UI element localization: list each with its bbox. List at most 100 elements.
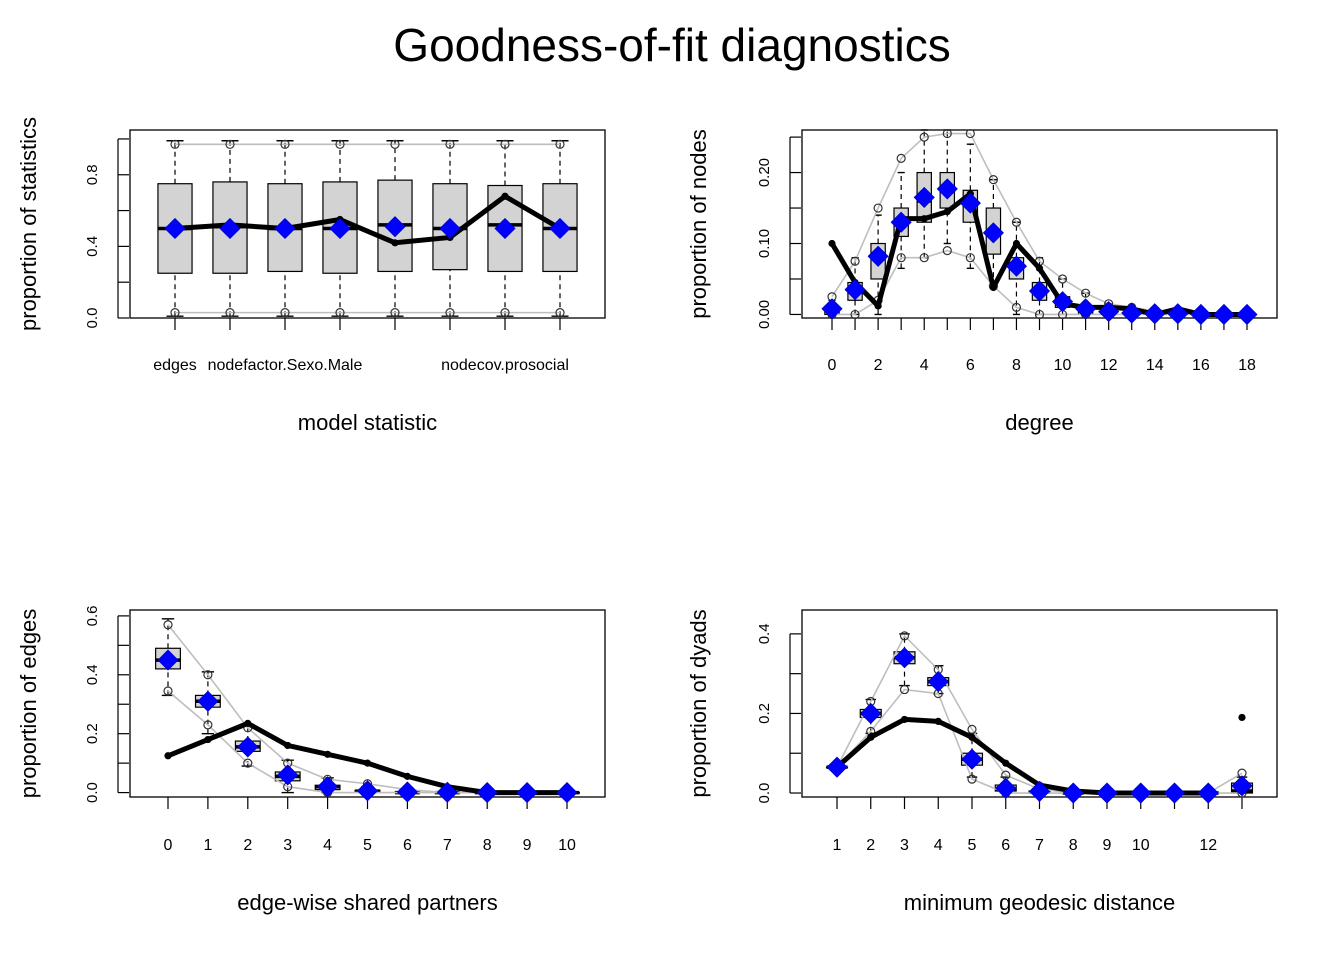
x-tick-label: 12	[1100, 357, 1118, 374]
observed-point	[164, 752, 172, 760]
simulated-mean-marker	[1231, 775, 1253, 797]
band-point	[919, 253, 929, 263]
x-tick-label: 5	[363, 837, 372, 854]
band-point	[919, 132, 929, 142]
y-tick-label: 0.0	[756, 783, 773, 804]
y-tick-label: 0.10	[756, 229, 773, 258]
observed-point	[244, 719, 252, 727]
simulated-mean-marker	[821, 298, 843, 320]
x-tick-label: 10	[558, 837, 576, 854]
x-tick-label: edges	[153, 357, 197, 374]
simulated-mean-marker	[356, 780, 379, 802]
simulated-mean-marker	[317, 776, 339, 798]
x-tick-label: 8	[1069, 837, 1078, 854]
observed-line	[174, 193, 562, 246]
simulated-mean-marker	[936, 178, 958, 200]
simulated-mean-marker	[1028, 280, 1051, 302]
simulated-mean-marker	[927, 671, 949, 693]
x-tick-label: 6	[403, 837, 412, 854]
band-point	[896, 153, 906, 163]
band-point	[965, 128, 975, 139]
band-point	[163, 686, 173, 696]
band-point	[942, 128, 952, 139]
observed-point	[403, 772, 411, 780]
band-point	[390, 139, 400, 149]
y-tick-label: 0.20	[756, 158, 773, 187]
simulated-mean-marker	[959, 192, 981, 214]
y-axis-title: proportion of statistics	[16, 117, 41, 331]
simulated-mean-marker	[913, 186, 935, 208]
observed-point	[284, 741, 292, 750]
plot-frame	[129, 129, 606, 319]
simulated-mean-marker	[157, 649, 179, 671]
observed-point	[920, 215, 928, 223]
x-tick-label: 4	[934, 837, 943, 854]
band-point	[280, 308, 290, 318]
band-point	[500, 139, 510, 149]
band-point	[1081, 288, 1091, 298]
simulated-mean-marker	[893, 647, 916, 669]
panel-edge-wise-shared-partners: 0.0 0.2 0.4 0.6 0 1 2 3 4 5 6 7 8 9 10 edge-wise shared…	[16, 605, 606, 915]
panel-model-statistic: 0.0 0.4 0.8 edges nodefactor.Sexo.Male nodeco…	[16, 117, 606, 435]
band-point	[988, 175, 998, 185]
simulated-mean-marker	[436, 781, 458, 803]
simulated-mean-marker	[860, 702, 882, 725]
simulated-mean-marker	[1163, 782, 1186, 804]
x-tick-label: 18	[1238, 357, 1256, 374]
simulated-mean-marker	[1062, 782, 1084, 804]
band-point	[873, 203, 883, 213]
x-tick-label: nodefactor.Sexo.Male	[208, 357, 363, 374]
simulated-mean-marker	[867, 245, 889, 267]
x-tick-label: 6	[1001, 837, 1010, 854]
x-tick-label: 8	[483, 837, 492, 854]
simulated-mean-marker	[1028, 780, 1051, 802]
band-point	[1057, 274, 1068, 284]
band-point	[899, 684, 910, 695]
y-tick-label: 0.8	[84, 164, 101, 185]
band-point	[1011, 217, 1022, 227]
band-point	[280, 139, 290, 149]
simulated-mean-marker	[219, 217, 241, 240]
y-tick-label: 0.4	[84, 664, 101, 685]
simulated-mean-marker	[384, 216, 406, 238]
observed-point	[324, 750, 332, 758]
y-tick-label: 0.2	[756, 703, 773, 724]
x-tick-label: 7	[443, 837, 452, 854]
simulated-mean-marker	[995, 777, 1017, 799]
simulated-mean-marker	[961, 748, 983, 770]
simulated-mean-marker	[1167, 303, 1189, 325]
simulated-mean-marker	[1075, 298, 1097, 320]
band-point	[203, 720, 213, 730]
band-point	[965, 253, 975, 263]
observed-point	[501, 192, 509, 200]
y-tick-label: 0.00	[756, 300, 773, 329]
x-tick-label: 9	[523, 837, 532, 854]
band-point	[500, 308, 510, 318]
band-point	[896, 253, 906, 263]
simulated-mean-marker	[1121, 302, 1143, 324]
x-tick-label: 5	[968, 837, 977, 854]
simulated-mean-marker	[1005, 255, 1028, 277]
observed-point	[968, 733, 976, 741]
observed-point	[900, 715, 909, 724]
x-tick-label: 12	[1199, 837, 1217, 854]
x-tick-label: 14	[1146, 357, 1164, 374]
y-axis-title: proportion of dyads	[686, 609, 711, 797]
y-tick-label: 0.0	[84, 308, 101, 329]
observed-point	[828, 239, 836, 248]
simulated-mean-marker	[329, 217, 351, 240]
band-point	[170, 139, 180, 149]
observed-point	[363, 759, 372, 767]
x-tick-label: 2	[874, 357, 883, 374]
simulated-mean-marker	[274, 217, 296, 240]
x-tick-label: 1	[833, 837, 842, 854]
y-axis-title: proportion of nodes	[686, 129, 711, 319]
x-tick-label: 0	[828, 357, 837, 374]
simulated-mean-marker	[516, 782, 538, 804]
simulated-mean-marker	[1190, 303, 1212, 326]
observed-point	[943, 207, 951, 216]
observed-point	[1035, 264, 1044, 272]
observed-point	[867, 733, 875, 741]
band-point	[170, 308, 180, 318]
